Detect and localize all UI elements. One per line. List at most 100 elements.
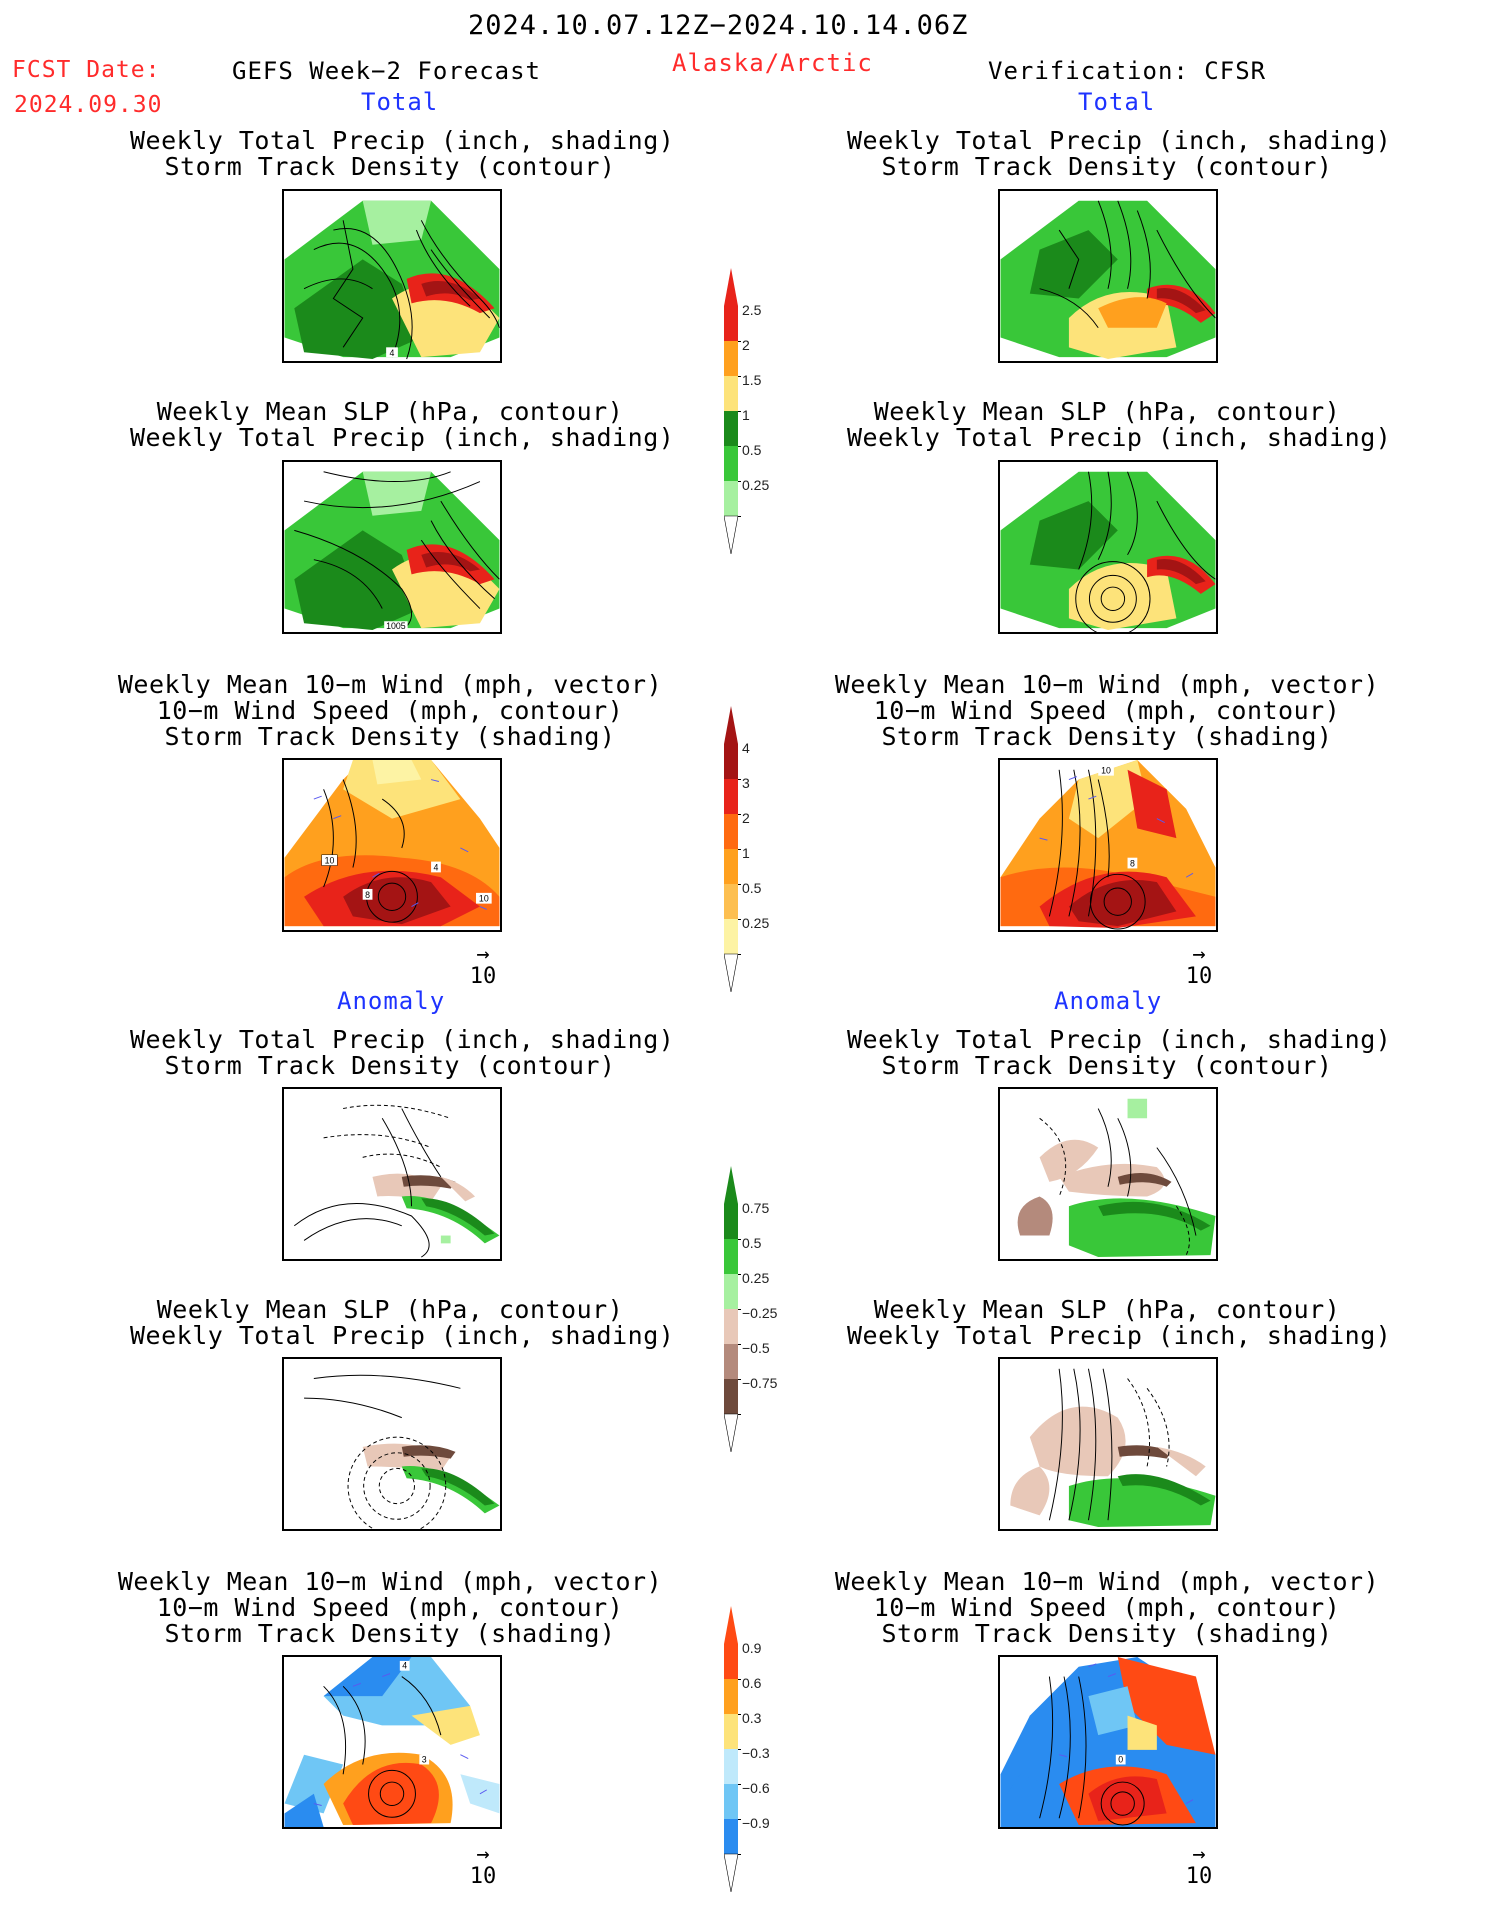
colorbar-label: 1 [742,845,750,861]
colorbar-label: 1 [742,407,750,423]
colorbar-top-tip [724,1606,738,1644]
section-anomaly-left: Anomaly [337,987,446,1015]
svg-text:0: 0 [1118,1755,1123,1765]
colorbar-tick [738,411,741,412]
colorbar-segment [724,919,738,955]
colorbar-segment [724,306,738,342]
colorbar-label: 2 [742,337,750,353]
colorbar-tick [738,481,741,482]
colorbar-segment [724,376,738,412]
colorbar-segment [724,481,738,517]
section-anomaly-right: Anomaly [1054,987,1163,1015]
colorbar-segment [724,341,738,377]
colorbar-top-tip [724,706,738,744]
map-anom-slp-precip-verification [998,1357,1218,1531]
colorbar-tick [738,446,741,447]
vector-reference-tr: → 10 [1185,942,1213,990]
svg-text:10: 10 [1101,766,1111,776]
colorbar-segment [724,1379,738,1415]
colorbar-segment [724,1274,738,1310]
colorbar-segment [724,779,738,815]
vector-reference-br: → 10 [1185,1842,1213,1890]
vector-reference-tl: → 10 [469,942,497,990]
map-total-slp-precip-verification [998,460,1218,634]
title-slp-precip-tr: Weekly Mean SLP (hPa, contour) Weekly Tot… [847,397,1392,452]
fcst-date-value: 2024.09.30 [14,92,163,118]
model-label: GEFS Week−2 Forecast [232,57,541,85]
title-precip-storm-bl: Weekly Total Precip (inch, shading) Storm… [130,1025,675,1080]
colorbar-label: −0.6 [742,1780,770,1796]
colorbar-storm-anom: 0.9 0.6 0.3 −0.3 −0.6 −0.9 [724,1606,784,1892]
colorbar-tick [738,1309,741,1310]
svg-text:4: 4 [434,862,439,872]
title-wind-storm-tl: Weekly Mean 10−m Wind (mph, vector) 10−m … [117,670,663,751]
svg-text:3: 3 [422,1755,427,1765]
colorbar-segment [724,1819,738,1855]
colorbar-segment [724,1344,738,1380]
colorbar-label: 0.3 [742,1710,762,1726]
section-total-right: Total [1078,88,1156,116]
map-anom-precip-storm-forecast [282,1087,502,1261]
colorbar-segment [724,1204,738,1240]
colorbar-label: 0.5 [742,1235,762,1251]
colorbar-tick [738,376,741,377]
colorbar-label: 0.6 [742,1675,762,1691]
colorbar-label: −0.9 [742,1815,770,1831]
svg-text:4: 4 [402,1661,407,1671]
colorbar-precip-anom: 0.75 0.5 0.25 −0.25 −0.5 −0.75 [724,1166,784,1452]
colorbar-segment [724,744,738,780]
colorbar-tick [738,814,741,815]
map-anom-precip-storm-verification [998,1087,1218,1261]
title-slp-precip-br: Weekly Mean SLP (hPa, contour) Weekly Tot… [847,1295,1392,1350]
colorbar-segment [724,1679,738,1715]
title-slp-precip-tl: Weekly Mean SLP (hPa, contour) Weekly Tot… [130,397,675,452]
colorbar-tick [738,1784,741,1785]
colorbar-storm-total: 4 3 2 1 0.5 0.25 [724,706,784,992]
map-total-wind-storm-verification: 10 8 [998,758,1218,932]
colorbar-swatches [724,268,738,554]
colorbar-precip-total: 2.5 2 1.5 1 0.5 0.25 [724,268,784,554]
colorbar-label: 0.5 [742,880,762,896]
svg-text:8: 8 [365,890,370,900]
colorbar-label: 1.5 [742,372,762,388]
colorbar-label: 0.25 [742,915,770,931]
colorbar-tick [738,1819,741,1820]
map-anom-wind-storm-forecast: 4 3 [282,1655,502,1829]
colorbar-segment [724,1309,738,1345]
title-slp-precip-bl: Weekly Mean SLP (hPa, contour) Weekly Tot… [130,1295,675,1350]
colorbar-segment [724,446,738,482]
date-range: 2024.10.07.12Z−2024.10.14.06Z [468,10,969,41]
colorbar-label: 0.75 [742,1200,770,1216]
svg-text:4: 4 [390,348,395,358]
colorbar-swatches [724,1606,738,1892]
colorbar-swatches [724,706,738,992]
colorbar-label: −0.3 [742,1745,770,1761]
map-total-precip-storm-verification [998,189,1218,363]
region-label: Alaska/Arctic [672,49,873,77]
vector-reference-bl: → 10 [469,1842,497,1890]
title-precip-storm-tr: Weekly Total Precip (inch, shading) Storm… [847,126,1392,181]
colorbar-segment [724,411,738,447]
colorbar-label: 0.25 [742,1270,770,1286]
colorbar-segment [724,1714,738,1750]
colorbar-segment [724,1749,738,1785]
colorbar-label: −0.75 [742,1375,778,1391]
colorbar-tick [738,884,741,885]
map-total-precip-storm-forecast: 4 [282,189,502,363]
colorbar-segment [724,849,738,885]
map-total-wind-storm-forecast: 10 4 8 10 [282,758,502,932]
colorbar-segment [724,884,738,920]
colorbar-segment [724,1784,738,1820]
colorbar-tick [738,1854,741,1855]
colorbar-label: 2 [742,810,750,826]
colorbar-tick [738,1274,741,1275]
colorbar-top-tip [724,268,738,306]
colorbar-label: 0.5 [742,442,762,458]
title-precip-storm-tl: Weekly Total Precip (inch, shading) Storm… [130,126,675,181]
map-anom-wind-storm-verification: 0 [998,1655,1218,1829]
title-wind-storm-tr: Weekly Mean 10−m Wind (mph, vector) 10−m … [834,670,1380,751]
colorbar-swatches [724,1166,738,1452]
colorbar-segment [724,1644,738,1680]
colorbar-top-tip [724,1166,738,1204]
title-wind-storm-bl: Weekly Mean 10−m Wind (mph, vector) 10−m … [117,1567,663,1648]
